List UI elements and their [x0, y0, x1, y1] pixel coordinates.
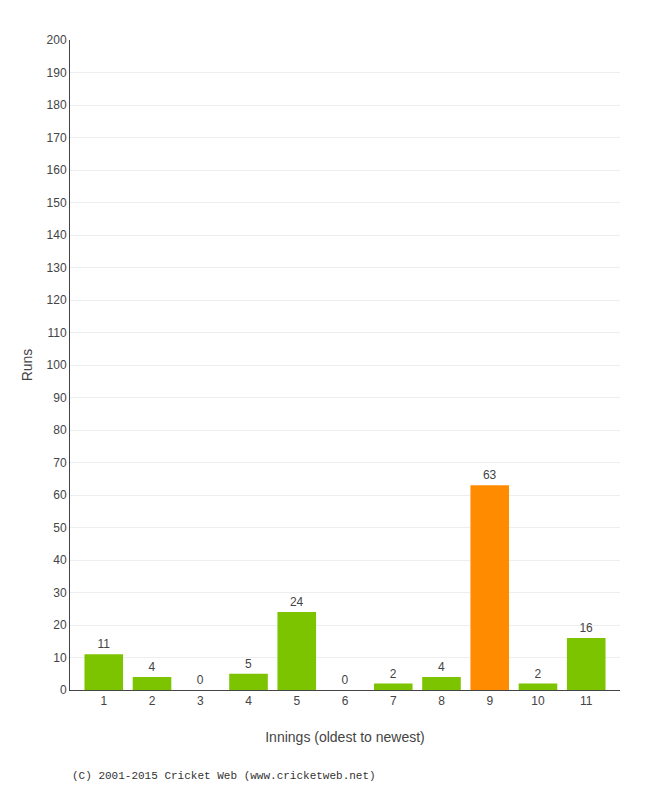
svg-text:2: 2 [534, 667, 541, 681]
svg-text:11: 11 [97, 637, 110, 651]
svg-text:100: 100 [47, 358, 67, 372]
svg-text:4: 4 [245, 694, 252, 708]
svg-text:80: 80 [53, 423, 67, 437]
svg-text:1: 1 [100, 694, 107, 708]
svg-text:16: 16 [579, 621, 593, 635]
svg-text:150: 150 [47, 196, 67, 210]
svg-text:5: 5 [245, 657, 252, 671]
svg-text:5: 5 [293, 694, 300, 708]
svg-text:10: 10 [53, 651, 67, 665]
svg-text:4: 4 [149, 660, 156, 674]
svg-text:20: 20 [53, 618, 67, 632]
svg-text:180: 180 [47, 98, 67, 112]
svg-text:4: 4 [438, 660, 445, 674]
svg-text:60: 60 [53, 488, 67, 502]
svg-text:0: 0 [197, 673, 204, 687]
svg-text:130: 130 [47, 261, 67, 275]
svg-text:50: 50 [53, 521, 67, 535]
svg-text:3: 3 [197, 694, 204, 708]
svg-text:Runs: Runs [19, 349, 35, 382]
svg-text:63: 63 [483, 468, 497, 482]
svg-text:190: 190 [47, 66, 67, 80]
svg-text:90: 90 [53, 391, 67, 405]
svg-text:11: 11 [580, 694, 593, 708]
svg-text:10: 10 [531, 694, 545, 708]
svg-text:200: 200 [47, 33, 67, 47]
svg-text:6: 6 [342, 694, 349, 708]
svg-text:2: 2 [149, 694, 156, 708]
svg-text:140: 140 [47, 228, 67, 242]
svg-text:0: 0 [342, 673, 349, 687]
svg-text:170: 170 [47, 131, 67, 145]
svg-text:9: 9 [486, 694, 493, 708]
svg-text:8: 8 [438, 694, 445, 708]
svg-text:24: 24 [290, 595, 304, 609]
svg-text:160: 160 [47, 163, 67, 177]
svg-text:(C) 2001-2015 Cricket Web (www: (C) 2001-2015 Cricket Web (www.cricketwe… [72, 770, 376, 782]
svg-text:7: 7 [390, 694, 397, 708]
svg-text:0: 0 [60, 683, 67, 697]
svg-text:30: 30 [53, 586, 67, 600]
svg-text:40: 40 [53, 553, 67, 567]
svg-text:120: 120 [47, 293, 67, 307]
svg-text:Innings (oldest to newest): Innings (oldest to newest) [265, 729, 425, 745]
svg-text:110: 110 [47, 326, 66, 340]
svg-text:2: 2 [390, 667, 397, 681]
svg-text:70: 70 [53, 456, 67, 470]
